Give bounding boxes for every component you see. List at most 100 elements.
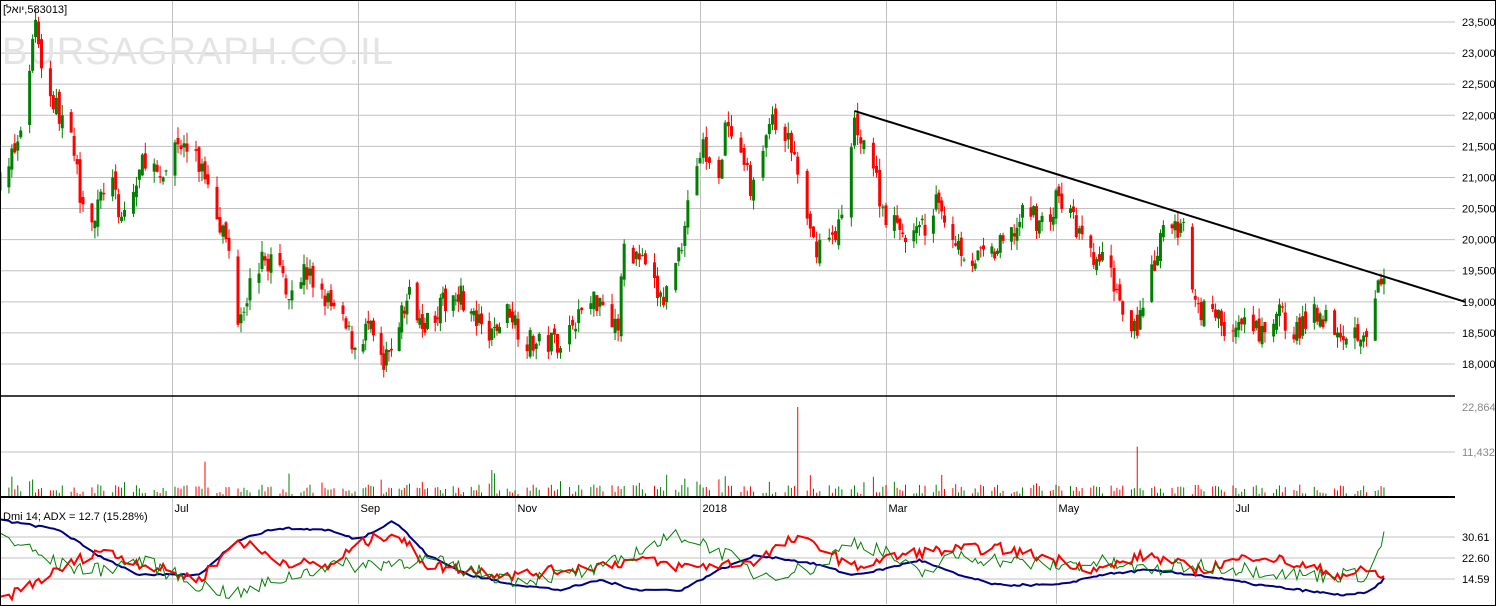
candle-body	[371, 320, 375, 336]
candle-body	[940, 200, 944, 212]
candle-body	[1100, 251, 1104, 261]
candle-body	[537, 333, 541, 342]
candle-body	[904, 237, 908, 243]
volume-tick-label: 22,864	[1462, 402, 1496, 414]
candle-body	[1234, 327, 1238, 338]
candle-body	[308, 268, 312, 276]
candle-body	[379, 333, 383, 355]
candle-body	[480, 313, 484, 325]
candle-body	[114, 171, 118, 190]
candle-body	[793, 151, 797, 155]
candle-body	[555, 333, 559, 353]
candle-body	[934, 194, 938, 210]
candle-body	[513, 315, 517, 326]
candle-body	[917, 225, 921, 228]
candle-body	[1202, 300, 1206, 327]
candle-body	[423, 323, 427, 333]
candle-body	[771, 114, 775, 125]
candle-body	[206, 174, 210, 185]
candle-body	[1158, 233, 1162, 262]
candle-body	[637, 253, 641, 260]
candle-body	[811, 226, 815, 237]
candle-body	[881, 206, 885, 208]
candle-body	[384, 349, 388, 366]
candle-body	[433, 315, 437, 323]
candle-body	[242, 311, 246, 313]
candle-body	[459, 285, 463, 305]
candle-body	[245, 303, 249, 307]
candle-body	[808, 213, 812, 229]
candle-body	[462, 291, 466, 311]
candle-body	[901, 232, 905, 235]
candle-body	[155, 164, 159, 172]
price-tick-label: 22,500	[1462, 79, 1496, 91]
candle-body	[402, 310, 406, 314]
candle-body	[438, 297, 442, 324]
candle-body	[1214, 309, 1218, 318]
candle-body	[1029, 207, 1033, 217]
candle-body	[752, 179, 756, 201]
candle-body	[1295, 322, 1299, 341]
candle-body	[364, 323, 368, 341]
candle-body	[1237, 321, 1241, 331]
candle-body	[982, 245, 986, 250]
candle-body	[1032, 206, 1036, 216]
candle-body	[852, 117, 856, 146]
candle-body	[878, 169, 882, 207]
candle-body	[659, 292, 663, 297]
candle-body	[549, 332, 553, 352]
candle-body	[1080, 225, 1084, 235]
candle-body	[487, 320, 491, 341]
candle-body	[892, 215, 896, 231]
candle-body	[194, 149, 198, 151]
candle-body	[862, 140, 866, 150]
candle-body	[1150, 264, 1154, 302]
candle-body	[1112, 267, 1116, 292]
candle-body	[789, 132, 793, 153]
candle-body	[1156, 255, 1160, 266]
candle-body	[456, 294, 460, 302]
candle-body	[179, 145, 183, 150]
candle-body	[959, 237, 963, 257]
candle-body	[405, 300, 409, 315]
candle-body	[898, 218, 902, 230]
candle-body	[369, 321, 373, 330]
candle-body	[1135, 314, 1139, 336]
candle-body	[54, 97, 58, 115]
candle-body	[281, 266, 285, 274]
candle-body	[976, 250, 980, 261]
candle-body	[60, 115, 64, 129]
candle-body	[418, 318, 422, 325]
candle-body	[37, 21, 41, 45]
candle-body	[1260, 325, 1264, 345]
candle-body	[616, 318, 620, 331]
candle-body	[451, 295, 455, 311]
candle-body	[805, 170, 809, 219]
candle-body	[665, 286, 669, 303]
candle-body	[1161, 225, 1165, 238]
candle-body	[397, 327, 401, 352]
candle-body	[730, 126, 734, 137]
candle-body	[1211, 304, 1215, 310]
candle-body	[1193, 295, 1197, 300]
candle-body	[505, 304, 509, 324]
candle-body	[761, 150, 765, 178]
candle-body	[1231, 330, 1235, 332]
candle-body	[1074, 215, 1078, 238]
dmi-title: Dmi 14; ADX = 12.7 (15.28%)	[3, 511, 148, 523]
candle-body	[720, 159, 724, 179]
candle-body	[287, 299, 291, 301]
candle-body	[859, 137, 863, 144]
candle-body	[137, 169, 141, 180]
candle-body	[454, 299, 458, 301]
candle-body	[580, 307, 584, 311]
candle-body	[1219, 310, 1223, 326]
candle-body	[640, 255, 644, 257]
candle-body	[748, 165, 752, 196]
candle-body	[849, 147, 853, 218]
candle-body	[686, 200, 690, 228]
candle-body	[123, 210, 127, 217]
candle-body	[1092, 252, 1096, 265]
candle-body	[329, 290, 333, 307]
